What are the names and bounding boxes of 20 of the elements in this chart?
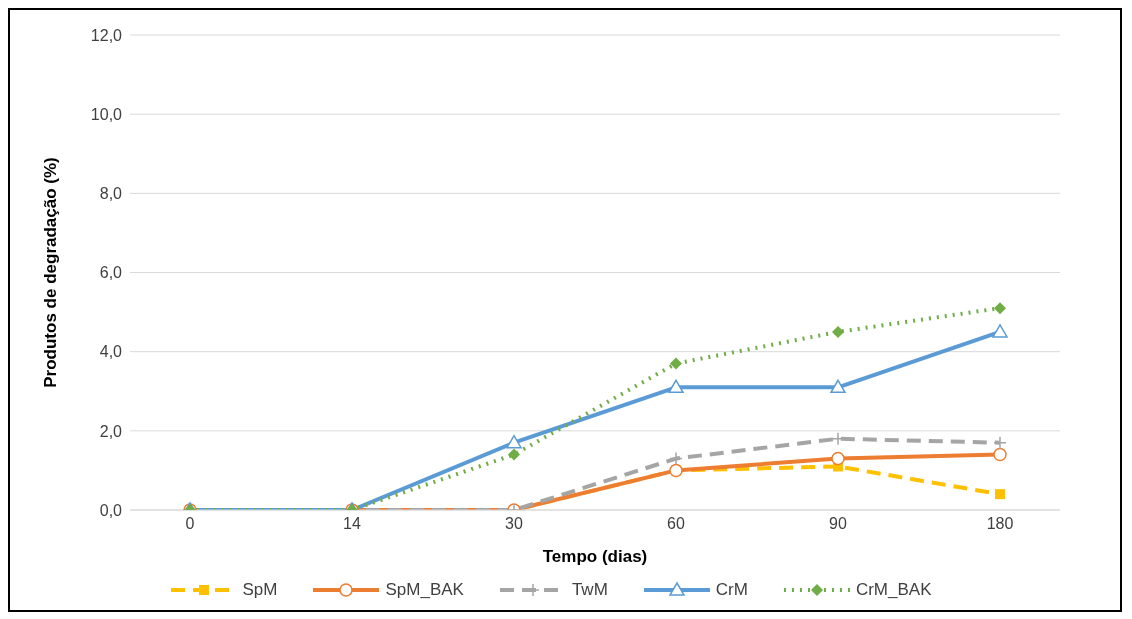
y-tick-label: 0,0 bbox=[99, 501, 123, 519]
x-axis-title: Tempo (dias) bbox=[542, 547, 648, 566]
x-tick-label: 30 bbox=[505, 515, 523, 533]
legend-label: TwM bbox=[570, 580, 608, 600]
x-tick-label: 60 bbox=[667, 515, 685, 533]
y-tick-label: 8,0 bbox=[99, 185, 123, 203]
legend-label: CrM_BAK bbox=[854, 580, 932, 600]
y-axis-title: Produtos de degradação (%) bbox=[41, 157, 61, 388]
legend-label: SpM bbox=[241, 580, 278, 600]
x-tick-label: 14 bbox=[343, 515, 361, 533]
legend-label: CrM bbox=[714, 580, 748, 600]
x-tick-label: 0 bbox=[185, 515, 195, 533]
y-tick-label: 6,0 bbox=[99, 264, 123, 282]
x-tick-label: 90 bbox=[829, 515, 847, 533]
x-tick-label: 180 bbox=[986, 515, 1014, 533]
legend-label: SpM_BAK bbox=[384, 580, 464, 600]
y-tick-label: 12,0 bbox=[90, 26, 123, 44]
y-tick-label: 4,0 bbox=[99, 343, 123, 361]
y-tick-label: 2,0 bbox=[99, 422, 123, 440]
y-tick-label: 10,0 bbox=[90, 105, 123, 123]
